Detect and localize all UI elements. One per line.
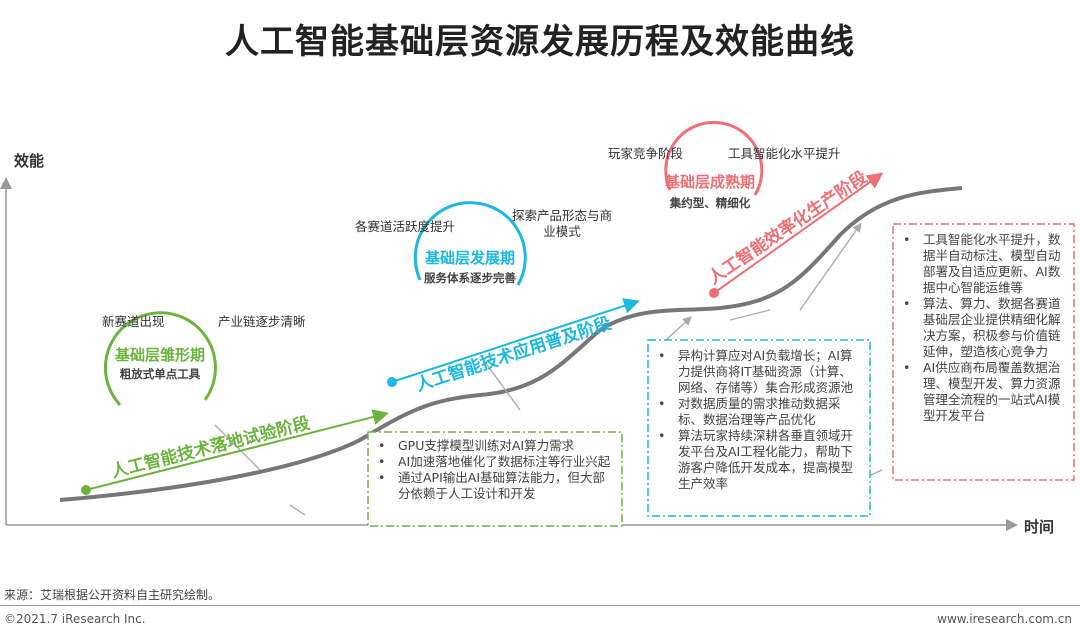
connector-line xyxy=(289,504,306,516)
green-phase-circle xyxy=(103,311,217,407)
connector-line xyxy=(799,222,862,311)
blue-stage-arrow xyxy=(391,298,640,383)
phase3-note: 玩家竞争阶段 xyxy=(608,146,684,161)
phase2-bullets: 异构计算应对AI负载增长；AI算力提供商将IT基础资源（计算、网络、存储等）集合… xyxy=(648,344,870,496)
bullet-item: 对数据质量的需求推动数据采标、数据治理等产品优化 xyxy=(658,396,862,428)
phase3-bullets: 工具智能化水平提升，数据半自动标注、模型自动部署及自适应更新、AI数据中心智能运… xyxy=(893,228,1074,428)
bullet-item: 算法玩家持续深耕各垂直领域开发平台及AI工程化能力，帮助下游客户降低开发成本，提… xyxy=(658,428,862,492)
phase1-circle-title: 基础层雏形期 xyxy=(114,346,205,364)
efficiency-curve xyxy=(59,186,963,502)
source-note: 来源：艾瑞根据公开资料自主研究绘制。 xyxy=(4,588,221,602)
green-stage-arrow xyxy=(85,409,389,491)
bullet-item: 通过API输出AI基础算法能力，但大部分依赖于人工设计和开发 xyxy=(378,470,614,502)
connector-line xyxy=(729,309,771,321)
red-stage-arrow xyxy=(713,172,884,294)
phase3-note: 工具智能化水平提升 xyxy=(728,146,841,161)
phase1-circle-subtitle: 粗放式单点工具 xyxy=(119,367,201,381)
red-phase-circle xyxy=(664,120,764,196)
bullet-item: 算法、算力、数据各赛道基础层企业提供精细化解决方案，积极参与价值链延伸，塑造核心… xyxy=(903,296,1066,360)
phase2-note: 各赛道活跃度提升 xyxy=(355,219,456,234)
phase2-note: 探索产品形态与商业模式 xyxy=(511,208,612,239)
copyright: ©2021.7 iResearch Inc. xyxy=(4,612,146,626)
phase2-circle-title: 基础层发展期 xyxy=(424,249,515,267)
connector-line xyxy=(214,424,261,471)
blue-phase-circle xyxy=(413,201,527,286)
phase3-circle-title: 基础层成熟期 xyxy=(664,173,755,191)
phase1-bullets: GPU支撑模型训练对AI算力需求 AI加速落地催化了数据标注等行业兴起 通过AP… xyxy=(368,434,622,506)
bullet-item: 异构计算应对AI负载增长；AI算力提供商将IT基础资源（计算、网络、存储等）集合… xyxy=(658,348,862,396)
phase3-circle-subtitle: 集约型、精细化 xyxy=(669,196,751,210)
phase1-note: 新赛道出现 xyxy=(102,314,165,329)
bullet-item: AI加速落地催化了数据标注等行业兴起 xyxy=(378,454,614,470)
page-title: 人工智能基础层资源发展历程及效能曲线 xyxy=(225,22,855,62)
phase2-circle-subtitle: 服务体系逐步完善 xyxy=(424,271,516,285)
website-link[interactable]: www.iresearch.com.cn xyxy=(937,612,1072,626)
bullet-item: 工具智能化水平提升，数据半自动标注、模型自动部署及自适应更新、AI数据中心智能运… xyxy=(903,232,1066,296)
footer-divider xyxy=(0,605,1080,606)
x-axis-label: 时间 xyxy=(1024,518,1055,536)
connector-line xyxy=(479,354,521,411)
y-axis-label: 效能 xyxy=(14,152,45,170)
bullet-item: AI供应商布局覆盖数据治理、模型开发、算力资源管理全流程的一站式AI模型开发平台 xyxy=(903,360,1066,424)
bullet-item: GPU支撑模型训练对AI算力需求 xyxy=(378,438,614,454)
phase1-note: 产业链逐步清晰 xyxy=(218,314,306,329)
